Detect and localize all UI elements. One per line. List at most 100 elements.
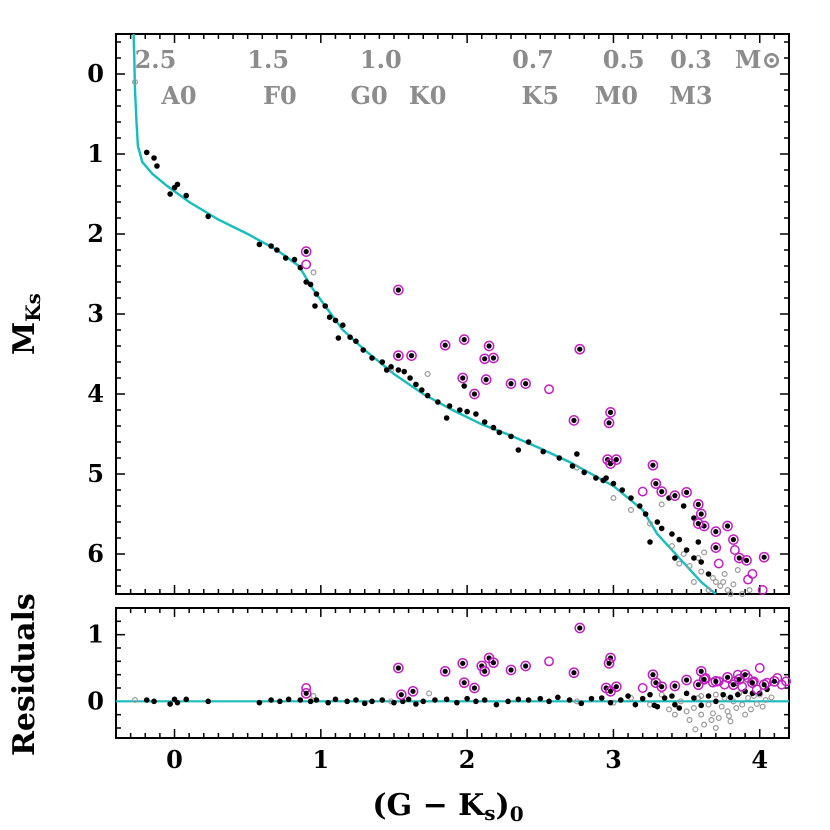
- member-point: [617, 697, 624, 703]
- non-member-point: [310, 269, 317, 276]
- member-point: [625, 693, 631, 699]
- member-point: [401, 368, 408, 375]
- binary-ring: [681, 674, 692, 686]
- member-point: [353, 697, 359, 703]
- member-point: [174, 181, 181, 188]
- binary-ring: [457, 372, 469, 384]
- member-point: [642, 511, 649, 517]
- non-member-point: [686, 562, 693, 569]
- member-point: [756, 690, 763, 697]
- binary-ring-point: [747, 569, 758, 579]
- member-point: [167, 191, 173, 197]
- non-member-point: [671, 711, 678, 718]
- x-tick-label: 0: [166, 745, 183, 774]
- member-point: [313, 697, 320, 703]
- binary-dot: [650, 462, 656, 468]
- binary-dot: [659, 684, 665, 690]
- binary-ring: [393, 350, 404, 361]
- member-point: [435, 399, 441, 405]
- non-member-point: [717, 582, 724, 589]
- member-point: [720, 691, 726, 698]
- member-point: [457, 407, 463, 413]
- member-point: [274, 247, 280, 253]
- member-point: [610, 480, 617, 487]
- member-point: [546, 698, 552, 705]
- member-point: [578, 700, 585, 707]
- member-point: [493, 701, 500, 708]
- non-member-point: [658, 691, 665, 698]
- non-member-point: [715, 714, 722, 721]
- member-point: [464, 695, 470, 702]
- binary-dot: [730, 682, 737, 688]
- member-point: [360, 347, 367, 353]
- member-point: [515, 447, 522, 453]
- member-point: [183, 192, 190, 199]
- binary-dot: [742, 672, 748, 678]
- binary-ring: [480, 374, 492, 385]
- non-member-point: [424, 371, 431, 378]
- non-member-point: [708, 716, 715, 723]
- spectral-type-label: F0: [263, 81, 297, 110]
- binary-ring: [681, 487, 692, 498]
- member-point: [256, 241, 263, 248]
- spectral-type-label: K5: [522, 81, 560, 110]
- non-member-point: [610, 495, 617, 502]
- spectral-type-label: A0: [160, 81, 196, 110]
- binary-dot: [486, 343, 492, 349]
- member-point: [698, 702, 705, 709]
- binary-dot: [408, 353, 415, 359]
- member-point: [413, 381, 419, 388]
- binary-ring: [406, 350, 417, 361]
- member-point: [569, 463, 576, 469]
- non-member-point: [132, 696, 139, 703]
- residuals-points: [132, 622, 792, 733]
- binary-ring: [605, 407, 616, 418]
- member-point: [339, 322, 346, 329]
- binary-ring-point: [637, 683, 648, 693]
- y-tick-label: 6: [87, 539, 104, 568]
- binary-ring: [692, 499, 704, 510]
- non-member-point: [658, 501, 665, 508]
- binary-dot: [695, 521, 701, 527]
- non-member-point: [727, 590, 734, 597]
- binary-dot: [698, 511, 704, 517]
- member-point: [537, 695, 544, 702]
- y-tick-label: 0: [87, 59, 104, 88]
- binary-ring: [710, 526, 722, 537]
- spectral-type-label: G0: [351, 81, 388, 110]
- binary-dot: [442, 342, 448, 348]
- member-point: [143, 149, 150, 156]
- non-member-point: [698, 711, 705, 718]
- member-point: [205, 213, 211, 220]
- member-point: [344, 698, 350, 705]
- member-point: [555, 694, 561, 701]
- binary-ring: [439, 339, 451, 351]
- binary-ring: [656, 681, 668, 693]
- binary-ring: [488, 352, 499, 364]
- non-member-point: [705, 586, 712, 593]
- non-member-point: [668, 542, 675, 549]
- member-point: [654, 519, 661, 525]
- binary-ring: [568, 415, 580, 426]
- binary-ring: [728, 679, 739, 691]
- mass-label: 1.0: [360, 45, 402, 74]
- member-point: [391, 699, 397, 706]
- binary-ring: [692, 679, 704, 691]
- non-member-point: [733, 704, 740, 711]
- binary-ring-point: [637, 486, 648, 497]
- member-point: [154, 163, 160, 169]
- member-point: [446, 403, 453, 409]
- member-point: [335, 335, 342, 341]
- non-member-point: [720, 578, 727, 585]
- non-member-point: [718, 703, 725, 710]
- binary-dot: [713, 545, 719, 551]
- member-point: [515, 696, 522, 703]
- member-point: [632, 701, 639, 708]
- mass-label: 0.7: [512, 45, 554, 74]
- binary-dot: [724, 674, 731, 680]
- member-point: [151, 698, 157, 705]
- binary-dot: [713, 678, 719, 684]
- member-point: [481, 419, 488, 425]
- member-point: [268, 243, 274, 249]
